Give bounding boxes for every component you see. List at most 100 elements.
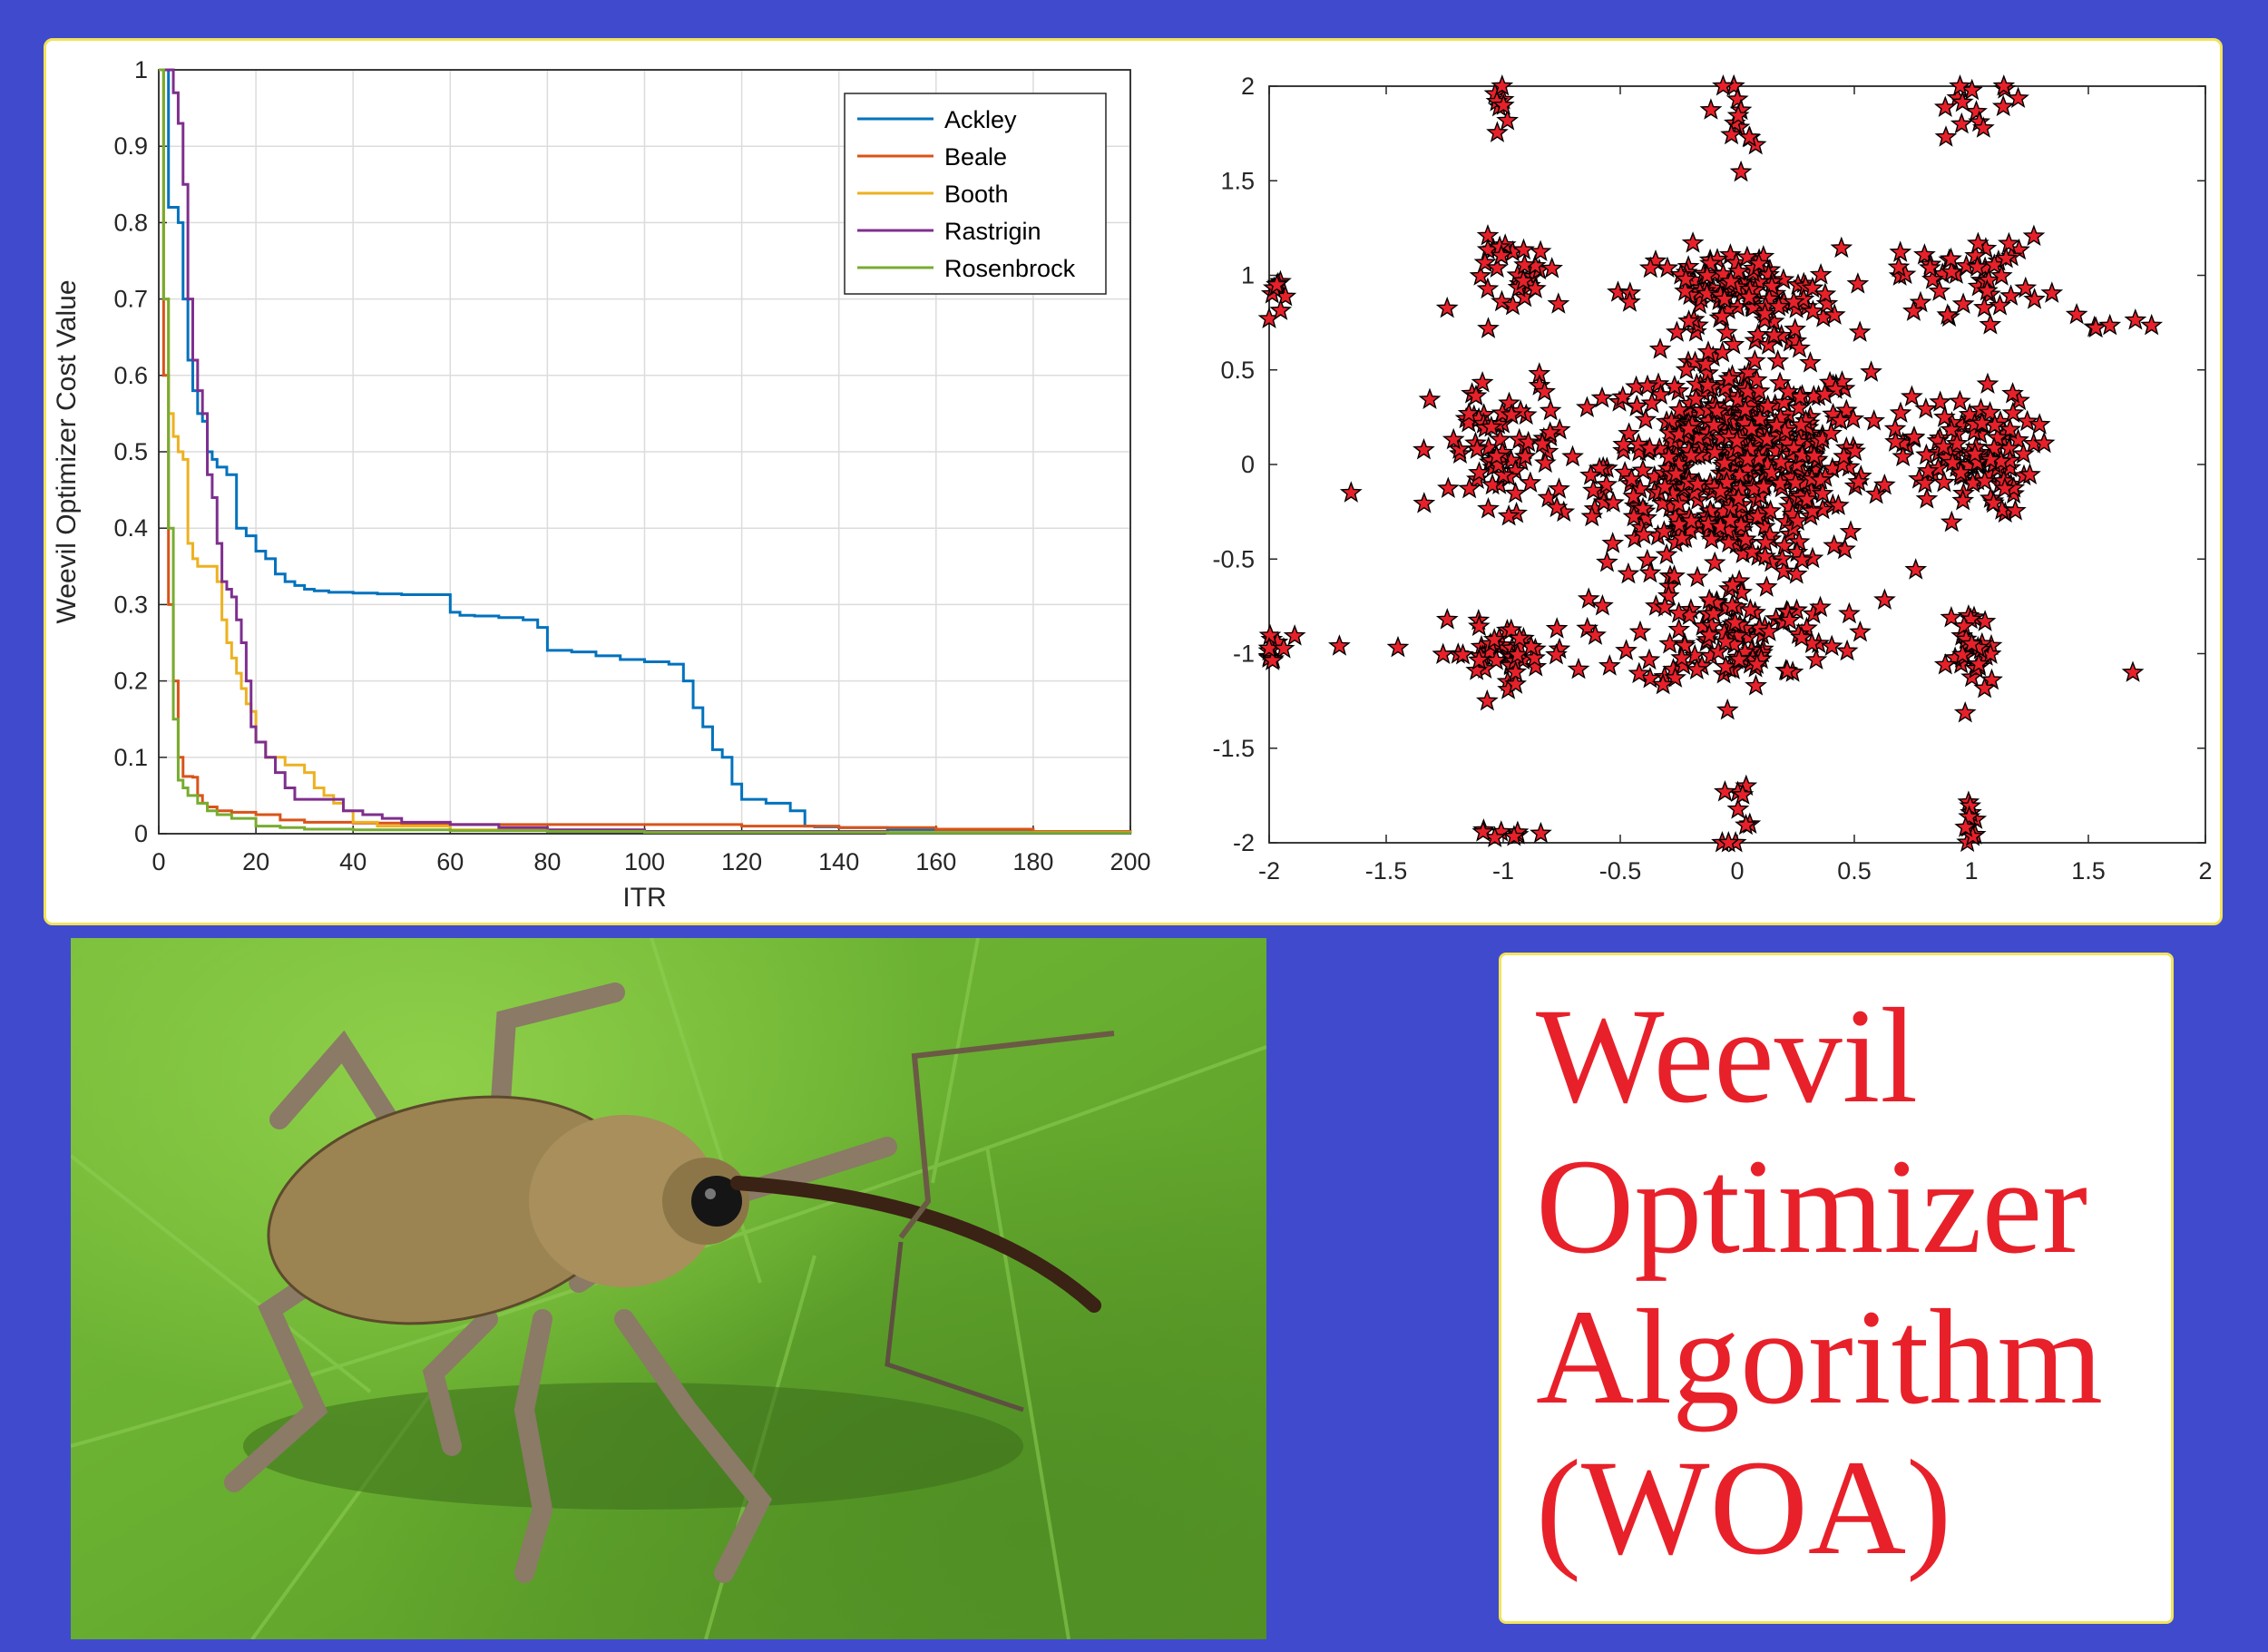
y-tick-label: 0.5 [1220, 357, 1255, 384]
scatter-point [1457, 402, 1481, 424]
y-tick-label: 0.9 [113, 132, 148, 160]
scatter-point [1504, 672, 1528, 694]
scatter-point [1994, 247, 2018, 269]
scatter-point [1591, 594, 1614, 616]
scatter-point [1471, 820, 1495, 842]
scatter-point [1442, 427, 1465, 450]
scatter-point [1561, 445, 1584, 467]
scatter-point [1625, 394, 1648, 416]
scatter-point [1703, 441, 1726, 463]
scatter-point [1804, 648, 1828, 670]
scatter-point [1950, 90, 1974, 112]
y-tick-label: 1 [1241, 262, 1255, 289]
scatter-point [1786, 509, 1809, 532]
scatter-point [1734, 527, 1757, 550]
scatter-point [1724, 611, 1746, 633]
scatter-point [1835, 398, 1858, 421]
scatter-point [1726, 103, 1750, 126]
scatter-point [1418, 387, 1442, 410]
scatter-point [1823, 377, 1847, 399]
scatter-point [1961, 825, 1985, 846]
scatter-point [1864, 482, 1888, 504]
scatter-point [1963, 442, 1987, 464]
scatter-point [1940, 606, 1963, 628]
scatter-point [1932, 470, 1956, 493]
scatter-point [1468, 648, 1491, 670]
scatter-point [1726, 797, 1750, 819]
scatter-point [1801, 499, 1824, 521]
scatter-point [1530, 432, 1554, 455]
scatter-point [1757, 333, 1780, 355]
scatter-point [1739, 598, 1762, 620]
scatter-point [1727, 259, 1750, 281]
scatter-point [1596, 550, 1618, 572]
scatter-point [1636, 548, 1659, 571]
scatter-point [1581, 478, 1605, 501]
scatter-point [1773, 533, 1796, 556]
series-line-rosenbrock [159, 68, 1132, 835]
scatter-point [1782, 289, 1805, 312]
scatter-point [1491, 93, 1515, 115]
scatter-point [1634, 407, 1657, 430]
scatter-point [1989, 264, 2013, 286]
series-line-ackley [159, 68, 1130, 835]
scatter-point [1765, 413, 1788, 435]
leaf-veins [71, 938, 1266, 1639]
scatter-point [2023, 288, 2046, 309]
x-tick-label: -1.5 [1365, 857, 1408, 885]
scatter-point [1775, 659, 1799, 681]
scatter-point [1830, 236, 1853, 259]
x-tick-label: -2 [1258, 857, 1280, 885]
scatter-point [1696, 264, 1719, 286]
scatter-point [1697, 588, 1721, 611]
scatter-point [1744, 349, 1766, 371]
scatter-point [1500, 618, 1523, 640]
scatter-point [1835, 639, 1859, 661]
scatter-point [1500, 403, 1523, 425]
scatter-point [1979, 447, 2002, 470]
scatter-point [1725, 87, 1749, 109]
scatter-point [1699, 251, 1722, 274]
scatter-point [1540, 257, 1563, 279]
scatter-point [1618, 290, 1641, 312]
scatter-point [1755, 575, 1778, 597]
scatter-point [1480, 415, 1503, 437]
scatter-point [1631, 458, 1655, 481]
scatter-point [1720, 122, 1743, 145]
scatter-point [1677, 309, 1701, 331]
scatter-point [1508, 626, 1531, 649]
scatter-point [1931, 435, 1955, 457]
scatter-point [1694, 352, 1717, 375]
scatter-point [1933, 95, 1957, 117]
charts-panel: 0 20 40 60 80 100 120 140 160 180 200 0 0.1 0.2 0.3 0.4… [44, 38, 2223, 925]
scatter-point [1737, 285, 1761, 308]
scatter-point [1849, 620, 1872, 642]
scatter-point [1809, 262, 1833, 285]
scatter-point [1673, 634, 1696, 656]
scatter-point [1754, 544, 1777, 567]
title-line-3: Algorithm [1536, 1282, 2103, 1432]
scatter-point [1339, 481, 1363, 503]
weevil-rostrum [730, 1176, 1101, 1313]
scatter-point [1788, 336, 1811, 358]
scatter-point [1648, 337, 1672, 359]
scatter-point [1791, 443, 1813, 465]
scatter-point [1719, 269, 1743, 291]
scatter-point [1717, 367, 1741, 389]
scatter-point [2098, 313, 2122, 336]
y-tick-label: 0.2 [113, 668, 148, 695]
scatter-point [1973, 469, 1997, 492]
scatter-point [1576, 396, 1598, 417]
scatter-point [1580, 504, 1604, 527]
scatter-point [2140, 313, 2164, 336]
scatter-point [1745, 674, 1767, 696]
scatter-point [1979, 313, 2002, 335]
scatter-point [2124, 308, 2147, 330]
scatter-point [1468, 461, 1491, 483]
title-box: Weevil Optimizer Algorithm (WOA) [1499, 953, 2174, 1624]
scatter-point [1477, 497, 1500, 519]
scatter-point [1502, 825, 1526, 846]
scatter-point [1763, 323, 1785, 346]
scatter-point [1653, 474, 1677, 497]
y-tick-label: -2 [1233, 829, 1255, 856]
